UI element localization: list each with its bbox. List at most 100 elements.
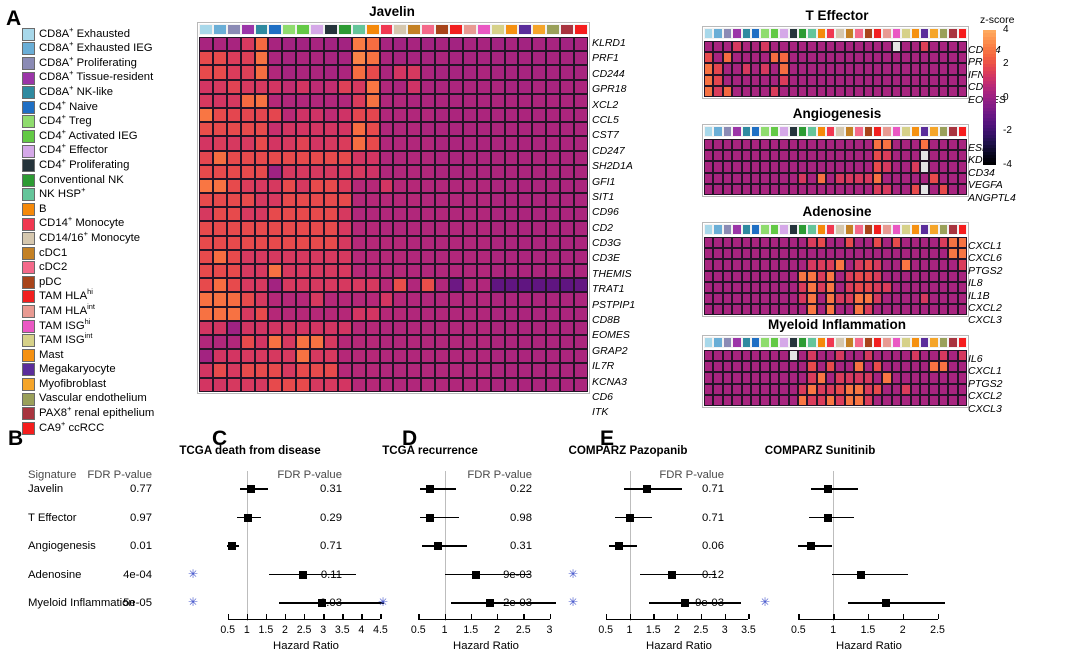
heatmap-cell	[504, 334, 519, 350]
legend-swatch-icon	[22, 100, 35, 114]
heatmap-cell	[929, 74, 939, 86]
heatmap-cell	[324, 249, 338, 264]
heatmap-cell	[760, 292, 770, 305]
heatmap-cell	[741, 41, 751, 53]
heatmap-cell	[741, 292, 751, 305]
signature-label-2: Angiogenesis	[28, 540, 96, 552]
annotation-cell-12	[816, 28, 827, 39]
annotation-cell-13	[379, 24, 394, 35]
heatmap-cell	[560, 207, 575, 222]
heatmap-cell	[379, 193, 394, 208]
annotation-cell-8	[779, 224, 789, 235]
annotation-cell-4	[741, 28, 751, 39]
heatmap-cell	[393, 377, 408, 392]
heatmap-cell	[713, 281, 723, 293]
heatmap-cell	[449, 320, 463, 335]
heatmap-cell	[532, 65, 547, 80]
gene-label: PTGS2	[968, 377, 1003, 390]
heatmap-cell	[574, 193, 588, 208]
heatmap-cell	[797, 183, 808, 195]
hazard-ratio-point	[243, 513, 252, 522]
heatmap-cell	[901, 292, 911, 305]
heatmap-cell	[407, 107, 422, 123]
heatmap-cell	[807, 139, 817, 151]
heatmap-cell	[282, 363, 297, 378]
heatmap-cell	[268, 150, 283, 165]
axis-baseline	[605, 619, 749, 621]
heatmap-cell	[518, 51, 533, 66]
legend-item-8: CD4+ Effector	[22, 142, 154, 159]
adenosine-gene-labels: CXCL1 CXCL6 PTGS2 IL8 IL1B CXCL2 CXCL3	[968, 240, 1002, 327]
heatmap-cell	[910, 183, 920, 195]
heatmap-cell	[351, 150, 366, 165]
heatmap-cell	[351, 207, 366, 222]
annotation-cell-15	[844, 126, 855, 137]
heatmap-cell	[310, 51, 325, 66]
heatmap-cell	[296, 193, 311, 208]
heatmap-cell	[797, 74, 808, 86]
colorbar-segment	[983, 94, 996, 98]
heatmap-cell	[199, 107, 213, 123]
heatmap-cell	[882, 172, 892, 184]
heatmap-cell	[938, 150, 949, 162]
axis-tick	[227, 614, 230, 619]
heatmap-cell	[504, 306, 519, 321]
annotation-cell-10	[797, 337, 808, 348]
heatmap-cell	[704, 41, 714, 53]
heatmap-cell	[957, 150, 967, 162]
annotation-cell-19	[882, 126, 892, 137]
heatmap-cell	[282, 122, 297, 137]
heatmap-cell	[421, 107, 436, 123]
heatmap-cell	[863, 172, 874, 184]
heatmap-cell	[393, 235, 408, 250]
heatmap-cell	[212, 136, 227, 151]
heatmap-cell	[704, 63, 714, 75]
heatmap-cell	[421, 264, 436, 279]
heatmap-cell	[863, 383, 874, 395]
heatmap-cell	[835, 259, 845, 271]
heatmap-cell	[863, 394, 874, 406]
heatmap-cell	[504, 207, 519, 222]
heatmap-cell	[750, 304, 761, 316]
heatmap-cell	[449, 377, 463, 392]
heatmap-cell	[532, 164, 547, 179]
heatmap-cell	[435, 122, 450, 137]
colorbar-segment	[983, 144, 996, 149]
annotation-cell-16	[854, 28, 864, 39]
heatmap-cell	[407, 235, 422, 250]
heatmap-cell	[835, 372, 845, 384]
heatmap-cell	[532, 377, 547, 392]
heatmap-cell	[546, 207, 561, 222]
heatmap-cell	[324, 349, 338, 364]
heatmap-cell	[337, 122, 352, 137]
heatmap-cell	[504, 150, 519, 165]
axis-tick-label: 2.5	[930, 624, 945, 636]
heatmap-cell	[826, 350, 836, 362]
colorbar-segment	[983, 104, 996, 108]
legend-swatch-icon	[22, 275, 35, 289]
heatmap-cell	[574, 207, 588, 222]
heatmap-cell	[741, 304, 751, 316]
colorbar-title: z-score	[980, 14, 1015, 26]
legend-item-17: pDC	[22, 275, 154, 290]
heatmap-cell	[282, 306, 297, 321]
javelin-heatmap-body	[197, 22, 591, 394]
colorbar-segment	[983, 114, 996, 118]
heatmap-cell	[518, 37, 533, 52]
heatmap-cell	[365, 164, 380, 179]
heatmap-cell	[560, 193, 575, 208]
heatmap-cell	[282, 249, 297, 264]
heatmap-cell	[816, 183, 827, 195]
heatmap-cell	[722, 150, 733, 162]
legend-swatch-icon	[22, 407, 35, 421]
heatmap-cell	[560, 334, 575, 350]
heatmap-cell	[351, 122, 366, 137]
annotation-cell-3	[732, 28, 742, 39]
heatmap-cell	[901, 63, 911, 75]
heatmap-cell	[324, 320, 338, 335]
heatmap-cell	[938, 52, 949, 64]
gene-label: SIT1	[592, 190, 615, 203]
axis-tick-label: 0.5	[598, 624, 614, 636]
heatmap-cell	[574, 306, 588, 321]
heatmap-cell	[560, 320, 575, 335]
